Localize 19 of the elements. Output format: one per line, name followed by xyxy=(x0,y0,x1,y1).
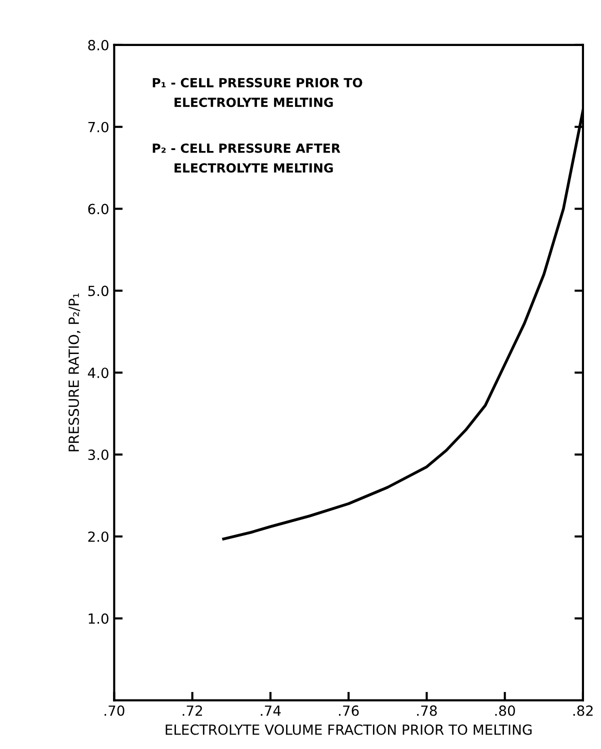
annotation: P₁ - CELL PRESSURE PRIOR TO ELECTROLYTE MELTING xyxy=(152,78,362,108)
x-tick-label: .80 xyxy=(495,705,515,716)
y-tick-label: 7.0 xyxy=(88,122,108,132)
y-tick-label: 1.0 xyxy=(88,613,108,624)
y-tick-label: 3.0 xyxy=(88,450,108,460)
y-tick-label: 5.0 xyxy=(88,286,108,296)
x-tick-label: .74 xyxy=(260,706,281,716)
x-tick-label: .82 xyxy=(573,705,593,716)
y-tick-label: 8.0 xyxy=(88,40,108,50)
y-axis-title: PRESSURE RATIO, P₂/P₁ xyxy=(68,293,80,452)
annotation: P₂ - CELL PRESSURE AFTER ELECTROLYTE MELTING xyxy=(152,143,340,173)
y-tick-label: 6.0 xyxy=(88,204,108,214)
x-axis-title: ELECTROLYTE VOLUME FRACTION PRIOR TO MELTING xyxy=(166,724,532,735)
x-tick-label: .76 xyxy=(339,705,359,716)
y-tick-label: 4.0 xyxy=(88,368,108,378)
x-tick-label: .72 xyxy=(182,705,202,716)
x-tick-label: .78 xyxy=(417,705,437,716)
y-tick-label: 2.0 xyxy=(88,531,108,542)
x-tick-label: .70 xyxy=(104,705,124,716)
